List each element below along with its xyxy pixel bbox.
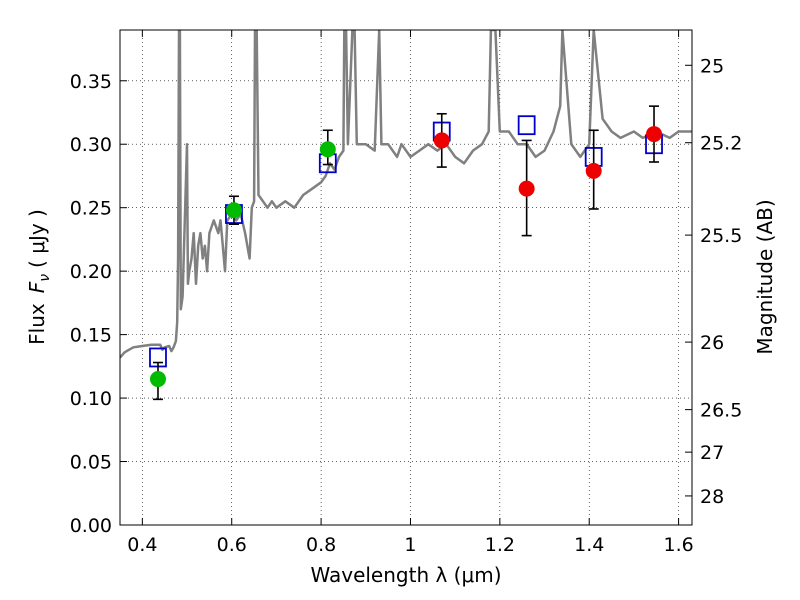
y-axis-title-unit: ( μJy ) xyxy=(25,209,49,268)
y-axis-title-subscript: ν xyxy=(37,274,53,282)
plot-frame xyxy=(119,29,693,526)
y2-tick-label: 26.5 xyxy=(700,400,742,422)
y2-tick-label: 27 xyxy=(700,442,724,464)
observed-flux-point xyxy=(149,371,166,388)
y-tick-label: 0.10 xyxy=(70,388,112,410)
y-tick-label: 0.25 xyxy=(70,198,112,220)
y-tick-label: 0.15 xyxy=(70,325,112,347)
observed-flux-point xyxy=(433,132,450,149)
x-tick-label: 1.4 xyxy=(574,534,604,556)
y2-tick-label: 26 xyxy=(700,332,724,354)
spectrum-line xyxy=(120,30,692,359)
y2-tick-label: 28 xyxy=(700,486,724,508)
x-tick-label: 0.8 xyxy=(306,534,336,556)
observed-flux-point xyxy=(585,162,602,179)
observed-flux-point xyxy=(646,126,663,143)
y-tick-label: 0.30 xyxy=(70,134,112,156)
y-tick-label: 0.20 xyxy=(70,261,112,283)
x-tick-label: 1.2 xyxy=(485,534,515,556)
plot-area xyxy=(120,30,692,401)
y2-tick-label: 25.5 xyxy=(700,225,742,247)
observed-flux-point xyxy=(319,141,336,158)
x-axis-title: Wavelength λ (μm) xyxy=(310,563,501,587)
x-tick-label: 1.6 xyxy=(663,534,693,556)
y-tick-label: 0.35 xyxy=(70,71,112,93)
y2-tick-label: 25.2 xyxy=(700,133,742,155)
model-flux-square xyxy=(517,115,536,136)
grid-lines xyxy=(120,30,692,526)
x-tick-label: 0.6 xyxy=(217,534,247,556)
axis-ticks: 0.4 0.6 0.8 1 1.2 1.4 1.6 0.00 0.05 0.10 0.15 0.20 0… xyxy=(70,30,742,556)
y-axis-title-prefix: Flux xyxy=(25,303,49,345)
x-tick-label: 1 xyxy=(404,534,416,556)
y-tick-label: 0.05 xyxy=(70,452,112,474)
y-axis-title-symbol: F xyxy=(25,281,49,293)
y2-axis-title: Magnitude (AB) xyxy=(753,199,777,354)
x-tick-label: 0.4 xyxy=(127,534,157,556)
y-tick-label: 0.00 xyxy=(70,515,112,537)
y2-tick-label: 25 xyxy=(700,55,724,77)
y-axis-title: Flux Fν ( μJy ) xyxy=(25,209,53,345)
observed-flux-point xyxy=(518,180,535,197)
observed-flux-point xyxy=(225,202,242,219)
